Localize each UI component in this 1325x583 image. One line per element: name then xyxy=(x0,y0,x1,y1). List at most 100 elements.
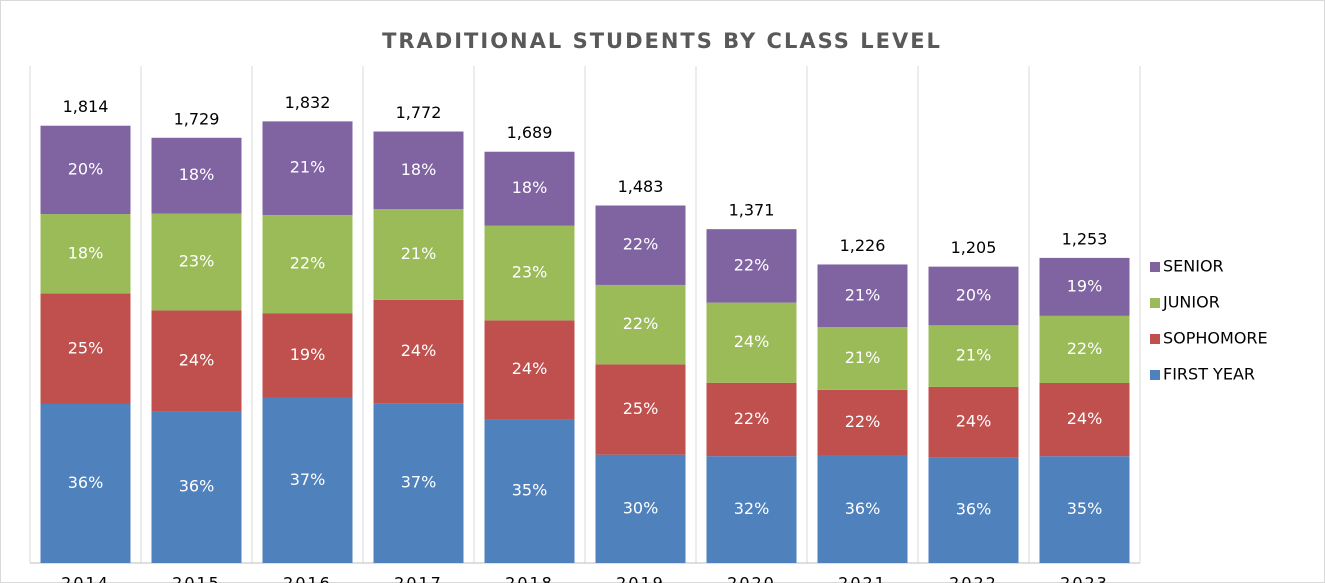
total-label: 1,226 xyxy=(840,236,886,255)
bar-segment xyxy=(706,382,797,457)
x-tick-label: 2017 xyxy=(394,574,443,583)
x-tick-label: 2014 xyxy=(61,574,110,583)
total-label: 1,772 xyxy=(396,103,442,122)
segment-label: 22% xyxy=(734,409,770,428)
x-tick-label: 2023 xyxy=(1060,574,1109,583)
bar-segment xyxy=(595,205,686,285)
bar-segment xyxy=(1039,315,1130,383)
segment-label: 30% xyxy=(623,498,659,517)
segment-label: 19% xyxy=(290,345,326,364)
bar-segment xyxy=(40,214,131,294)
legend-swatch xyxy=(1150,298,1160,308)
bar-segment xyxy=(1039,382,1130,457)
bar-segment xyxy=(817,327,908,390)
segment-label: 22% xyxy=(845,412,881,431)
bar-segment xyxy=(928,325,1019,387)
segment-label: 22% xyxy=(734,255,770,274)
bar-segment xyxy=(151,411,242,563)
bar-segment xyxy=(262,313,353,398)
bar-segment xyxy=(928,266,1019,326)
segment-label: 37% xyxy=(401,473,437,492)
bar-segment xyxy=(40,293,131,404)
segment-label: 20% xyxy=(956,285,992,304)
bar-segment xyxy=(928,386,1019,458)
total-label: 1,253 xyxy=(1062,229,1108,248)
bar-segment xyxy=(373,299,464,404)
segment-label: 36% xyxy=(68,473,104,492)
bar-segment xyxy=(1039,257,1130,316)
segment-label: 21% xyxy=(290,158,326,177)
x-tick-label: 2015 xyxy=(172,574,221,583)
total-label: 1,729 xyxy=(174,109,220,128)
bar-segment xyxy=(817,455,908,563)
total-label: 1,205 xyxy=(951,238,997,257)
segment-label: 19% xyxy=(1067,276,1103,295)
bar-segment xyxy=(706,229,797,303)
legend-label: JUNIOR xyxy=(1162,293,1220,312)
legend-label: FIRST YEAR xyxy=(1163,365,1255,384)
legend-swatch xyxy=(1150,370,1160,380)
segment-label: 24% xyxy=(179,350,215,369)
bar-segment xyxy=(40,125,131,215)
bar-segment xyxy=(928,457,1019,563)
bar-segment xyxy=(706,456,797,563)
segment-label: 22% xyxy=(290,254,326,273)
segment-label: 18% xyxy=(68,243,104,262)
segment-label: 24% xyxy=(512,359,548,378)
bar-segment xyxy=(151,137,242,214)
total-label: 1,832 xyxy=(285,93,331,112)
bar-segment xyxy=(373,209,464,300)
bar-segment xyxy=(484,225,575,321)
bar-segment xyxy=(151,310,242,412)
x-tick-label: 2016 xyxy=(283,574,332,583)
bar-segment xyxy=(706,302,797,383)
segment-label: 23% xyxy=(179,251,215,270)
bar-segment xyxy=(484,151,575,226)
bar-segment xyxy=(817,264,908,328)
bar-segment xyxy=(484,320,575,420)
bar-segment xyxy=(1039,456,1130,563)
bar-segment xyxy=(373,403,464,563)
segment-label: 36% xyxy=(845,499,881,518)
legend-label: SOPHOMORE xyxy=(1163,329,1268,348)
segment-label: 22% xyxy=(623,235,659,254)
segment-label: 24% xyxy=(956,412,992,431)
legend-swatch xyxy=(1150,334,1160,344)
bar-segment xyxy=(484,419,575,563)
segment-label: 18% xyxy=(512,178,548,197)
bar-segment xyxy=(595,364,686,455)
bar-segment xyxy=(262,397,353,563)
segment-label: 20% xyxy=(68,159,104,178)
x-tick-label: 2021 xyxy=(838,574,887,583)
x-tick-label: 2019 xyxy=(616,574,665,583)
total-label: 1,483 xyxy=(618,177,664,196)
total-label: 1,814 xyxy=(63,97,109,116)
chart-title: TRADITIONAL STUDENTS BY CLASS LEVEL xyxy=(382,29,942,53)
segment-label: 35% xyxy=(1067,499,1103,518)
bar-segment xyxy=(595,454,686,563)
segment-label: 24% xyxy=(734,332,770,351)
segment-label: 18% xyxy=(401,160,437,179)
segment-label: 32% xyxy=(734,499,770,518)
segment-label: 25% xyxy=(68,338,104,357)
bar-segment xyxy=(817,389,908,456)
segment-label: 23% xyxy=(512,263,548,282)
segment-label: 25% xyxy=(623,399,659,418)
segment-label: 22% xyxy=(1067,339,1103,358)
bar-segment xyxy=(262,215,353,314)
segment-label: 24% xyxy=(401,341,437,360)
bar-segment xyxy=(373,131,464,210)
segment-label: 36% xyxy=(956,500,992,519)
bar-segment xyxy=(151,213,242,311)
bar-segment xyxy=(40,403,131,563)
segment-label: 22% xyxy=(623,314,659,333)
segment-label: 21% xyxy=(401,244,437,263)
bar-segment xyxy=(595,284,686,365)
segment-label: 21% xyxy=(845,348,881,367)
segment-label: 18% xyxy=(179,165,215,184)
segment-label: 36% xyxy=(179,477,215,496)
segment-label: 24% xyxy=(1067,409,1103,428)
total-label: 1,689 xyxy=(507,123,553,142)
legend-label: SENIOR xyxy=(1163,257,1224,276)
